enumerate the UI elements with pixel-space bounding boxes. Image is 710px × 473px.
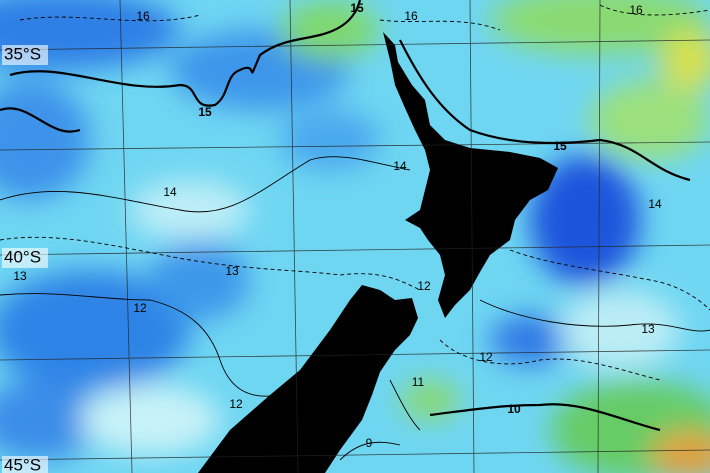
contours (0, 0, 710, 461)
latitude-label: 45°S (4, 455, 41, 473)
contour-label: 15 (198, 105, 212, 119)
north-island (383, 32, 558, 318)
isotherm (399, 39, 691, 182)
land (198, 32, 558, 473)
contour-label: 12 (417, 279, 431, 293)
isotherm (0, 293, 281, 397)
contour-label: 14 (393, 159, 407, 173)
contour-label: 13 (13, 269, 27, 283)
contour-label: 16 (136, 9, 150, 23)
contour-label: 9 (366, 436, 373, 450)
isotherm (19, 4, 710, 31)
contour-label: 16 (629, 3, 643, 17)
contour-label: 12 (133, 301, 147, 315)
isotherm (339, 379, 421, 461)
contour-label: 15 (553, 139, 567, 153)
label-background (2, 248, 48, 268)
south-island (198, 285, 418, 473)
contour-label: 14 (163, 185, 177, 199)
isotherm (479, 299, 710, 332)
isotherm (439, 339, 661, 381)
latitude-label: 35°S (4, 44, 41, 63)
contour-label: 13 (225, 264, 239, 278)
isotherm (0, 107, 81, 133)
contour-label: 16 (404, 9, 418, 23)
contour-label: 11 (412, 375, 425, 389)
labels: 35°S 40°S 45°S 16 15 16 16 15 14 15 14 14 13 13 12 12 13… (2, 1, 662, 473)
isotherm (429, 403, 661, 432)
isotherm (509, 249, 710, 311)
isotherm (9, 0, 362, 107)
contour-label: 12 (479, 350, 493, 364)
contour-label: 15 (350, 1, 364, 15)
latitude-label: 40°S (4, 247, 41, 266)
contour-label: 10 (507, 402, 521, 416)
contour-label: 13 (641, 322, 655, 336)
contour-label: 14 (648, 197, 662, 211)
contour-label: 12 (229, 397, 243, 411)
label-background (2, 45, 48, 65)
isotherm (0, 236, 421, 291)
isotherm (0, 156, 411, 213)
label-background (2, 456, 48, 473)
